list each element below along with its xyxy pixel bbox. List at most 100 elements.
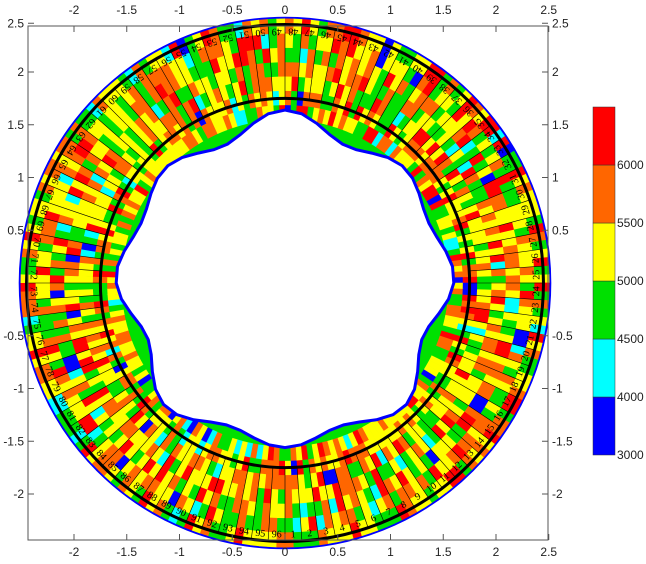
contour-cell [93, 356, 111, 369]
contour-cell [395, 486, 411, 504]
section-label: 77 [37, 350, 50, 363]
contour-cell [375, 449, 389, 466]
contour-cell [419, 95, 435, 113]
section-divider [444, 375, 509, 413]
x-tick-label-bottom: 2.5 [540, 545, 557, 559]
contour-cell [70, 178, 87, 193]
section-divider [387, 436, 429, 499]
contour-cell [50, 304, 67, 315]
section-divider [90, 112, 147, 162]
contour-cell [109, 384, 126, 399]
contour-cell [429, 404, 446, 420]
contour-cell [534, 273, 550, 283]
contour-cell [64, 254, 81, 264]
contour-cell [104, 403, 122, 419]
section-label: 41 [397, 54, 411, 68]
contour-cell [53, 372, 72, 387]
contour-cell [86, 124, 104, 141]
contour-cell [161, 454, 177, 472]
contour-cell [401, 118, 417, 135]
contour-cell [462, 203, 479, 216]
contour-cell [374, 496, 389, 515]
contour-cell [64, 157, 82, 173]
contour-cell [429, 146, 446, 162]
contour-cell [91, 118, 109, 135]
contour-cell [61, 353, 79, 367]
section-label: 22 [527, 318, 539, 330]
contour-cell [527, 222, 545, 235]
contour-cell [366, 128, 380, 145]
contour-cell [487, 316, 504, 327]
contour-cell [533, 256, 549, 267]
contour-cell [49, 267, 65, 277]
contour-cell [116, 394, 133, 410]
contour-cell [429, 198, 446, 211]
contour-cell [258, 19, 269, 35]
contour-cell [480, 211, 497, 224]
contour-cell [505, 282, 521, 291]
contour-cell [190, 421, 204, 438]
section-divider [415, 413, 468, 466]
contour-cell [411, 126, 427, 143]
contour-cell [77, 269, 94, 278]
contour-cell [415, 111, 432, 128]
contour-cell [254, 501, 264, 518]
contour-cell [117, 110, 135, 128]
contour-cell [251, 472, 261, 489]
contour-cell [480, 342, 498, 355]
contour-cell [114, 225, 131, 236]
contour-cell [250, 443, 259, 460]
contour-cell [68, 400, 86, 416]
contour-cell [488, 309, 505, 320]
contour-cell [416, 131, 432, 148]
contour-cell [176, 137, 190, 154]
contour-cell [181, 100, 195, 117]
contour-cell [84, 399, 102, 415]
contour-cell [124, 198, 141, 211]
contour-cell [413, 457, 429, 475]
contour-cell [452, 153, 470, 169]
contour-cell [416, 58, 432, 76]
contour-cell [441, 433, 458, 450]
contour-cell [321, 109, 332, 126]
contour-cell [261, 502, 271, 519]
contour-cell [419, 453, 435, 471]
x-tick-label-top: 1 [387, 3, 394, 17]
contour-cell [437, 394, 454, 410]
contour-cell [227, 112, 238, 129]
contour-cell [492, 164, 510, 180]
contour-cell [111, 320, 128, 330]
section-divider [69, 139, 132, 181]
contour-cell [332, 112, 343, 129]
contour-cell [108, 309, 125, 319]
contour-cell [118, 131, 135, 148]
section-label: 91 [190, 512, 203, 526]
contour-cell [351, 73, 364, 90]
contour-cell [363, 78, 377, 95]
contour-cell [476, 386, 494, 401]
section-divider [366, 448, 400, 515]
section-divider [415, 100, 468, 153]
x-tick-label-top: 0.5 [329, 3, 346, 17]
contour-cell [65, 246, 82, 257]
section-label: 49 [272, 26, 282, 37]
contour-cell [211, 86, 224, 104]
contour-cell [489, 302, 506, 312]
contour-cell [138, 418, 154, 435]
contour-cell [232, 110, 243, 127]
section-divider [90, 404, 147, 454]
contour-cell [124, 404, 141, 420]
colorbar-label: 4000 [617, 390, 644, 404]
contour-cell [478, 204, 495, 217]
section-divider [46, 353, 115, 383]
contour-cell [430, 105, 447, 122]
contour-cell [169, 442, 184, 460]
section-divider [155, 59, 193, 124]
contour-cell [401, 466, 417, 484]
section-divider [102, 100, 155, 153]
section-label: 18 [507, 380, 521, 394]
contour-cell [292, 32, 302, 49]
section-divider [450, 168, 517, 202]
contour-cell [442, 319, 459, 330]
contour-cell [460, 411, 477, 427]
